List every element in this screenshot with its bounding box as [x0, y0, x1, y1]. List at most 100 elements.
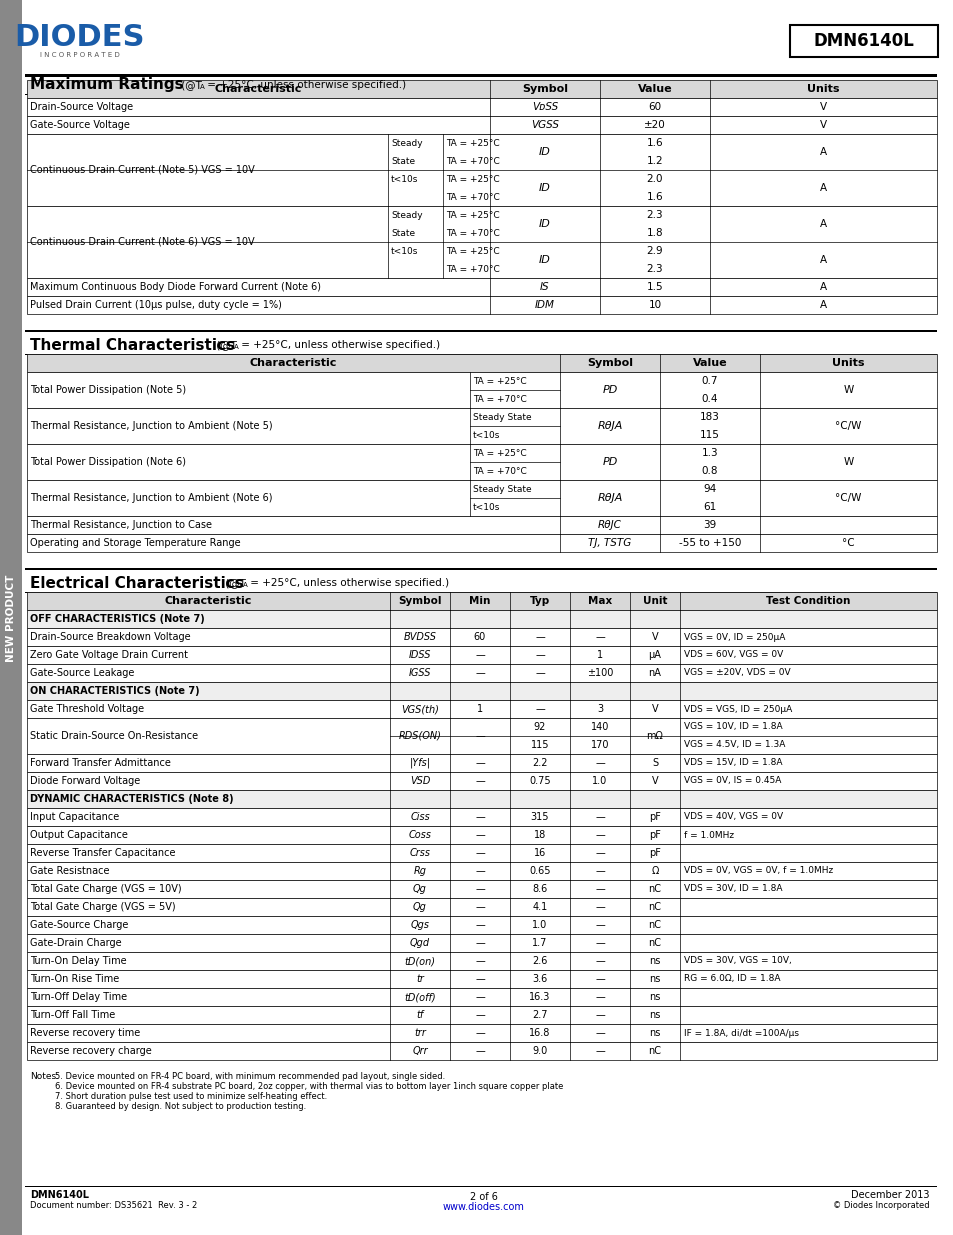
- Text: Thermal Characteristics: Thermal Characteristics: [30, 337, 234, 352]
- Text: —: —: [595, 758, 604, 768]
- Text: IGSS: IGSS: [408, 668, 431, 678]
- Text: (@T: (@T: [213, 340, 236, 350]
- Text: —: —: [535, 704, 544, 714]
- Bar: [25, 74, 936, 77]
- Text: 1.0: 1.0: [532, 920, 547, 930]
- Text: 16: 16: [534, 848, 545, 858]
- Text: 315: 315: [530, 811, 549, 823]
- Text: Turn-Off Fall Time: Turn-Off Fall Time: [30, 1010, 115, 1020]
- Text: Unit: Unit: [642, 597, 666, 606]
- Text: A: A: [819, 254, 826, 266]
- Text: DIODES: DIODES: [14, 23, 145, 53]
- Text: °C/W: °C/W: [835, 493, 861, 503]
- Text: Reverse recovery charge: Reverse recovery charge: [30, 1046, 152, 1056]
- Text: 0.75: 0.75: [529, 776, 550, 785]
- Text: A: A: [200, 84, 205, 90]
- Text: pF: pF: [648, 848, 660, 858]
- Bar: [27, 80, 936, 98]
- Text: Typ: Typ: [529, 597, 550, 606]
- Text: t<10s: t<10s: [391, 247, 418, 256]
- Text: trr: trr: [414, 1028, 425, 1037]
- Text: 0.7: 0.7: [701, 375, 718, 387]
- Bar: [789, 25, 937, 57]
- Bar: [27, 718, 936, 755]
- Text: Coss: Coss: [408, 830, 431, 840]
- Text: S: S: [651, 758, 658, 768]
- Text: —: —: [595, 1028, 604, 1037]
- Text: © Diodes Incorporated: © Diodes Incorporated: [833, 1202, 929, 1210]
- Text: Units: Units: [806, 84, 839, 94]
- Text: Thermal Resistance, Junction to Case: Thermal Resistance, Junction to Case: [30, 520, 212, 530]
- Bar: [27, 682, 936, 700]
- Text: —: —: [595, 884, 604, 894]
- Text: —: —: [535, 632, 544, 642]
- Text: 2.3: 2.3: [646, 210, 662, 220]
- Text: W: W: [842, 457, 853, 467]
- Bar: [27, 629, 936, 646]
- Text: —: —: [475, 866, 484, 876]
- Text: 170: 170: [590, 740, 609, 750]
- Bar: [27, 98, 936, 116]
- Text: 1: 1: [476, 704, 482, 714]
- Text: 115: 115: [700, 430, 720, 440]
- Text: TA = +70°C: TA = +70°C: [473, 467, 526, 475]
- Text: —: —: [475, 902, 484, 911]
- Bar: [27, 844, 936, 862]
- Text: Symbol: Symbol: [586, 358, 633, 368]
- Text: Min: Min: [469, 597, 490, 606]
- Bar: [27, 808, 936, 826]
- Text: TA = +70°C: TA = +70°C: [446, 264, 499, 273]
- Text: —: —: [475, 939, 484, 948]
- Text: 1.5: 1.5: [646, 282, 662, 291]
- Text: = +25°C, unless otherwise specified.): = +25°C, unless otherwise specified.): [237, 340, 439, 350]
- Text: PD: PD: [601, 385, 617, 395]
- Text: —: —: [475, 848, 484, 858]
- Text: TA = +25°C: TA = +25°C: [446, 247, 499, 256]
- Text: 60: 60: [474, 632, 486, 642]
- Text: A: A: [243, 582, 248, 588]
- Text: Drain-Source Voltage: Drain-Source Voltage: [30, 103, 133, 112]
- Bar: [27, 826, 936, 844]
- Text: Symbol: Symbol: [397, 597, 441, 606]
- Text: Static Drain-Source On-Resistance: Static Drain-Source On-Resistance: [30, 731, 198, 741]
- Text: 9.0: 9.0: [532, 1046, 547, 1056]
- Text: TA = +70°C: TA = +70°C: [446, 193, 499, 201]
- Text: —: —: [595, 830, 604, 840]
- Text: Gate-Source Voltage: Gate-Source Voltage: [30, 120, 130, 130]
- Text: IS: IS: [539, 282, 549, 291]
- Text: 1.3: 1.3: [701, 448, 718, 458]
- Text: A: A: [819, 183, 826, 193]
- Text: VSD: VSD: [410, 776, 430, 785]
- Text: Diode Forward Voltage: Diode Forward Voltage: [30, 776, 140, 785]
- Text: VGS = 10V, ID = 1.8A: VGS = 10V, ID = 1.8A: [683, 722, 781, 731]
- Text: Electrical Characteristics: Electrical Characteristics: [30, 576, 244, 590]
- Text: ±20: ±20: [643, 120, 665, 130]
- Text: 7. Short duration pulse test used to minimize self-heating effect.: 7. Short duration pulse test used to min…: [55, 1092, 327, 1100]
- Bar: [27, 135, 936, 206]
- Text: VDS = 60V, VGS = 0V: VDS = 60V, VGS = 0V: [683, 651, 782, 659]
- Text: 18: 18: [534, 830, 545, 840]
- Bar: [27, 372, 936, 408]
- Text: IDM: IDM: [535, 300, 555, 310]
- Text: —: —: [475, 811, 484, 823]
- Text: TA = +25°C: TA = +25°C: [473, 377, 526, 385]
- Text: RθJA: RθJA: [597, 421, 622, 431]
- Text: Zero Gate Voltage Drain Current: Zero Gate Voltage Drain Current: [30, 650, 188, 659]
- Text: Qgd: Qgd: [410, 939, 430, 948]
- Bar: [27, 480, 936, 516]
- Text: IF = 1.8A, di/dt =100A/µs: IF = 1.8A, di/dt =100A/µs: [683, 1029, 799, 1037]
- Bar: [27, 445, 936, 480]
- Text: OFF CHARACTERISTICS (Note 7): OFF CHARACTERISTICS (Note 7): [30, 614, 205, 624]
- Text: 2.6: 2.6: [532, 956, 547, 966]
- Text: ID: ID: [538, 183, 551, 193]
- Text: RDS(ON): RDS(ON): [398, 731, 441, 741]
- Text: —: —: [595, 902, 604, 911]
- Text: VᴅSS: VᴅSS: [532, 103, 558, 112]
- Text: Steady: Steady: [391, 138, 422, 147]
- Bar: [27, 610, 936, 629]
- Text: TA = +25°C: TA = +25°C: [473, 448, 526, 457]
- Text: pF: pF: [648, 830, 660, 840]
- Text: 2.0: 2.0: [646, 174, 662, 184]
- Text: A: A: [233, 345, 238, 350]
- Text: 2.7: 2.7: [532, 1010, 547, 1020]
